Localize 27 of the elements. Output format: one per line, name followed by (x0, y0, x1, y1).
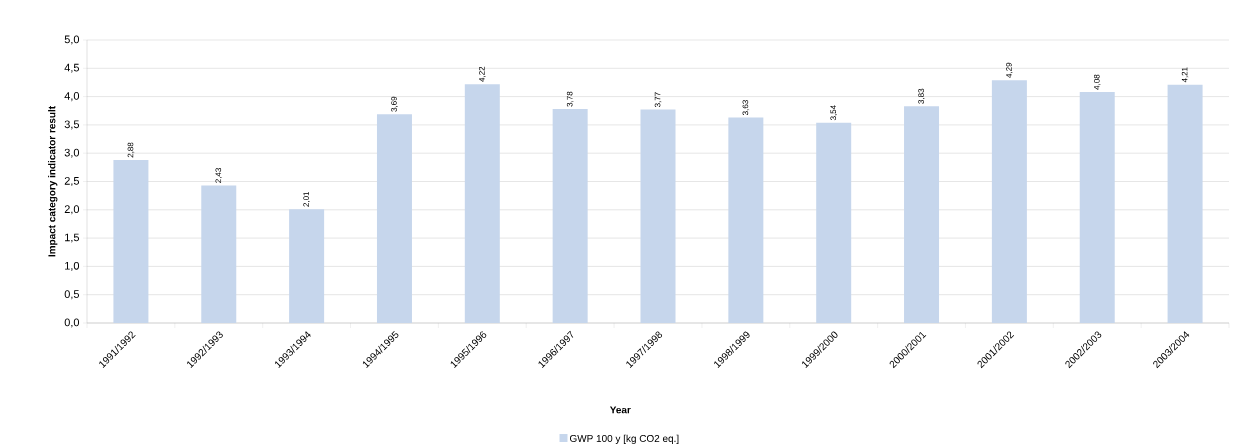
x-axis-title: Year (609, 406, 631, 414)
y-tick-label: 2,0 (64, 205, 80, 215)
y-tick-label: 5,0 (64, 35, 80, 45)
bar (991, 80, 1027, 323)
y-tick-label: 2,5 (64, 176, 80, 187)
y-tick-label: 0,5 (64, 290, 80, 300)
bar (552, 109, 588, 323)
y-tick-label: 1,0 (65, 261, 80, 271)
y-tick-label: 4,0 (64, 92, 80, 102)
y-tick-label: 3,0 (64, 148, 80, 158)
bar (201, 185, 237, 323)
y-tick-label: 0,0 (64, 318, 80, 328)
bar (1167, 84, 1203, 323)
bar (640, 109, 676, 323)
bar (816, 122, 852, 323)
bar (113, 159, 149, 323)
y-tick-label: 1,5 (65, 233, 80, 243)
y-tick-label: 4,5 (64, 63, 80, 73)
bar (728, 117, 764, 323)
y-axis-title: Impact category indicator result (48, 106, 58, 257)
bar (464, 84, 500, 323)
legend-label: GWP 100 y [kg CO2 eq.] (569, 434, 679, 444)
bar (289, 209, 325, 323)
bar (376, 114, 412, 323)
bar (1079, 92, 1115, 323)
y-tick-label: 3,5 (64, 120, 80, 130)
bar (904, 106, 940, 323)
